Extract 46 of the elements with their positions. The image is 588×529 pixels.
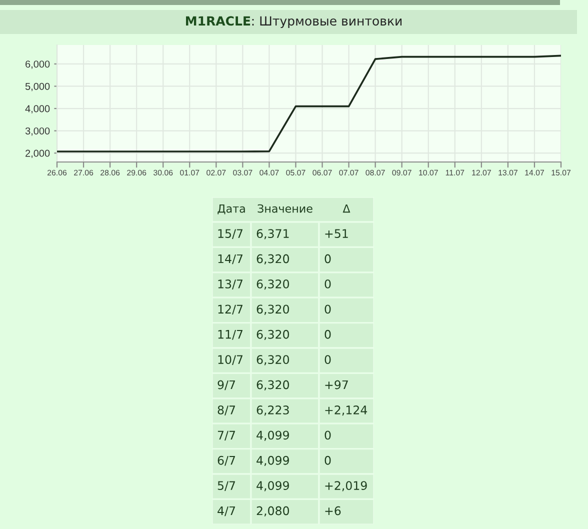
data-label: 4,099 [256,481,289,492]
y-tick-label: 6,000 [26,60,50,69]
y-tick-label: 2,000 [26,150,50,158]
data-label: 0 [324,279,331,288]
category-label: 12/7 [218,304,242,315]
data-label: +2,124 [325,405,368,416]
data-label: 4,099 [256,430,289,441]
data-label: 6,320 [256,330,290,340]
category-label: 4/7 [218,506,235,516]
category-label: 6/7 [218,456,235,466]
series-label: Δ [342,204,350,213]
y-tick-label: 3,000 [25,127,50,136]
line-series [57,54,561,152]
data-label: 6,320 [256,380,290,390]
data-label: 6,320 [256,355,290,366]
category-label: 9/7 [218,380,235,390]
data-label: 6,320 [256,279,290,290]
data-label: 4,099 [256,456,289,466]
category-label: 5/7 [218,481,235,491]
text: Дата [218,204,245,214]
category-label: 13/7 [218,279,242,290]
data-label: 0 [324,456,331,465]
data-label: 6,320 [256,304,290,315]
data-label: +6 [325,506,341,516]
data-label: 0 [324,430,331,440]
data-label: +51 [325,229,348,238]
data-label: +2,019 [325,481,367,492]
data-label: 2,080 [256,506,290,516]
data-label: 0 [324,304,331,314]
category-label: 10/7 [218,355,242,365]
category-label: 15/7 [218,229,242,239]
data-label: 0 [324,355,331,364]
data-label: 6,223 [256,405,289,416]
data-label: 0 [324,254,331,264]
data-label: 0 [324,330,331,339]
y-tick-label: 4,000 [25,105,50,114]
category-label: 7/7 [218,430,235,441]
category-label: 8/7 [218,405,235,416]
chart-title: M1RACLE: Штурмовые винтовки [186,16,402,28]
series-label: Значение [258,204,312,213]
data-label: +97 [325,380,348,390]
y-tick-label: 5,000 [25,82,50,92]
data-label: 6,320 [256,254,290,264]
category-label: 11/7 [218,330,242,340]
data-label: 6,371 [256,229,289,240]
category-label: 14/7 [218,254,242,264]
